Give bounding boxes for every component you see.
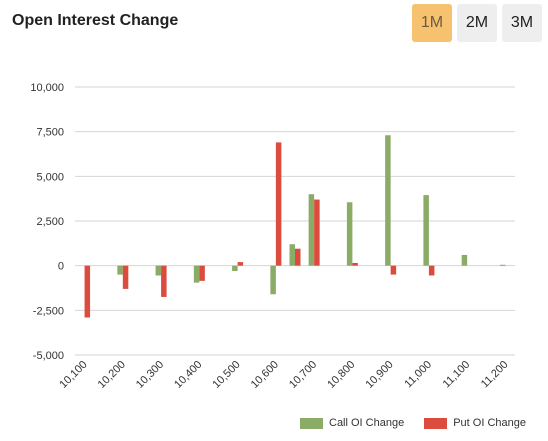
call-oi-bar — [461, 254, 468, 266]
call-oi-bar — [117, 265, 123, 275]
x-tick-label: 10,600 — [249, 359, 281, 391]
put-oi-bar — [199, 265, 205, 281]
range-selector: 1M 2M 3M — [412, 4, 542, 42]
call-oi-bar — [385, 135, 391, 266]
x-tick-label: 10,300 — [134, 359, 166, 391]
legend-label-call: Call OI Change — [329, 417, 405, 429]
chart-legend: Call OI Change Put OI Change — [300, 417, 526, 429]
y-tick-label: 0 — [58, 261, 64, 273]
y-tick-label: -5,000 — [33, 350, 64, 362]
put-oi-bar — [84, 265, 91, 318]
put-oi-bar — [428, 265, 435, 276]
call-oi-bar — [193, 265, 200, 283]
put-oi-bar — [390, 265, 397, 275]
x-tick-label: 11,000 — [402, 359, 434, 391]
call-oi-bar — [346, 202, 353, 266]
put-oi-bar — [314, 199, 320, 266]
call-oi-bar — [308, 194, 315, 266]
x-tick-label: 10,900 — [363, 359, 395, 391]
range-tab-2m[interactable]: 2M — [457, 4, 497, 42]
legend-label-put: Put OI Change — [453, 417, 526, 429]
legend-item-call[interactable]: Call OI Change — [300, 417, 404, 429]
call-oi-bar — [499, 264, 506, 266]
put-oi-bar — [275, 142, 282, 266]
call-oi-bar — [270, 265, 276, 295]
chart-title: Open Interest Change — [12, 12, 179, 29]
x-tick-label: 11,100 — [441, 359, 473, 391]
legend-swatch-call — [300, 417, 323, 429]
call-oi-bar — [289, 244, 295, 266]
put-oi-bar — [161, 265, 167, 297]
x-tick-label: 10,700 — [287, 359, 319, 391]
y-tick-label: 7,500 — [36, 127, 64, 139]
put-oi-bar — [122, 265, 129, 289]
call-oi-bar — [423, 195, 429, 266]
x-tick-label: 10,500 — [210, 359, 242, 391]
y-tick-label: 10,000 — [30, 82, 64, 94]
legend-item-put[interactable]: Put OI Change — [424, 417, 526, 429]
y-tick-label: 2,500 — [36, 216, 64, 228]
x-tick-label: 10,800 — [325, 359, 357, 391]
y-tick-label: 5,000 — [36, 171, 64, 183]
put-oi-bar — [352, 262, 358, 266]
x-tick-label: 10,400 — [172, 359, 204, 391]
put-oi-bar — [295, 248, 301, 266]
legend-swatch-put — [424, 417, 448, 429]
x-tick-label: 10,200 — [96, 359, 128, 391]
x-tick-label: 11,200 — [479, 359, 511, 391]
y-tick-label: -2,500 — [33, 305, 64, 317]
x-tick-label: 10,100 — [57, 359, 89, 391]
range-tab-1m[interactable]: 1M — [412, 4, 452, 42]
put-oi-bar — [237, 262, 244, 266]
range-tab-3m[interactable]: 3M — [502, 4, 542, 42]
call-oi-bar — [232, 265, 238, 272]
call-oi-bar — [155, 265, 162, 276]
